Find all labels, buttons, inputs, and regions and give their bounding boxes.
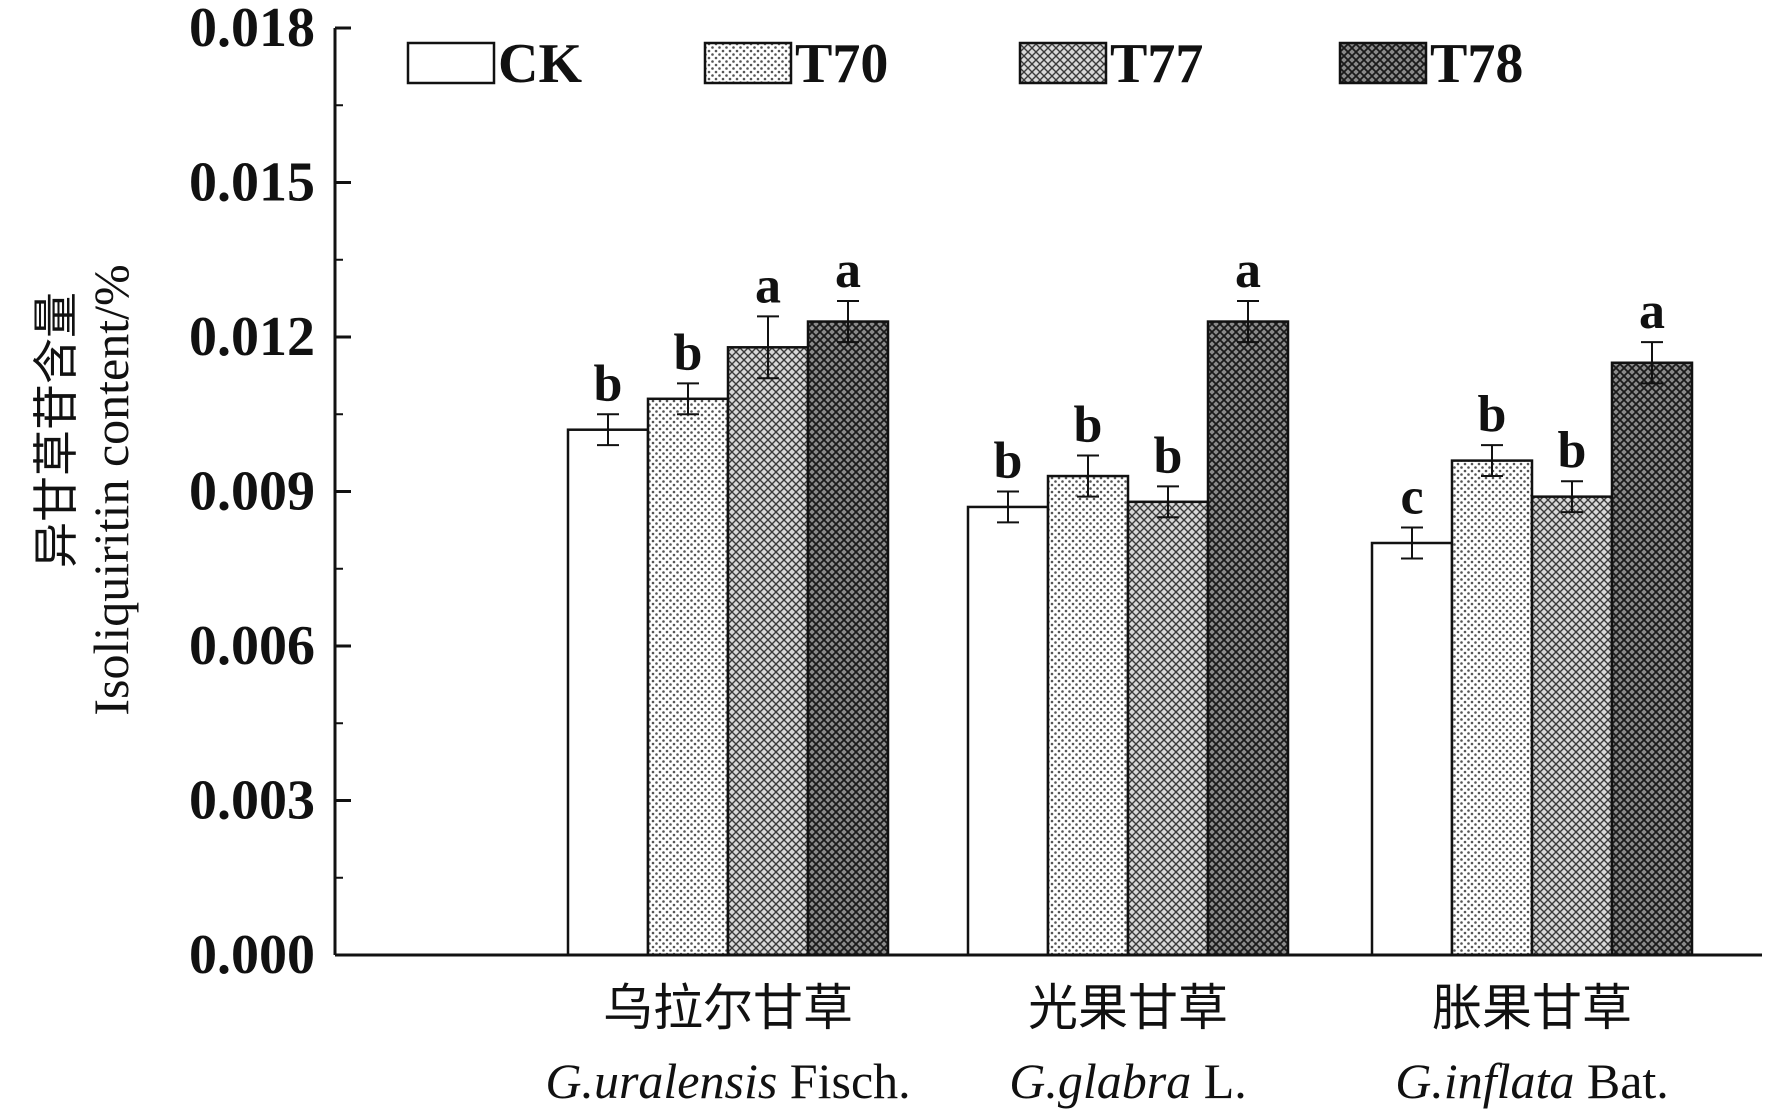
y-tick-label: 0.009 — [189, 461, 315, 523]
author-name: Fisch. — [777, 1053, 910, 1109]
legend: CK T70 T77 T78 — [406, 33, 1523, 95]
bar — [1530, 495, 1614, 957]
category-label-cn: 乌拉尔甘草 — [603, 979, 853, 1037]
axes-group: 0.000 0.003 0.006 0.009 0.012 0.015 0.018 — [189, 0, 1762, 986]
y-tick-label: 0.003 — [189, 770, 315, 832]
author-name: L. — [1191, 1053, 1247, 1109]
significance-label: a — [835, 242, 861, 299]
y-tick-label: 0.012 — [189, 306, 315, 368]
significance-label: b — [594, 355, 623, 412]
significance-label: b — [1154, 427, 1183, 484]
bar — [646, 397, 730, 957]
legend-label: T78 — [1430, 33, 1523, 95]
bar — [566, 428, 650, 957]
significance-label: b — [1074, 396, 1103, 453]
bar — [1206, 320, 1290, 957]
category-label-cn: 光果甘草 — [1028, 979, 1228, 1037]
y-tick-label: 0.000 — [189, 924, 315, 986]
legend-label: CK — [498, 33, 582, 95]
category-label-scientific: G.glabra L. — [1009, 1053, 1247, 1109]
bar — [1610, 361, 1694, 957]
y-tick-label: 0.006 — [189, 615, 315, 677]
legend-swatch — [1018, 41, 1108, 85]
legend-swatch — [703, 41, 793, 85]
y-tick-label: 0.015 — [189, 152, 315, 214]
legend-label: T77 — [1110, 33, 1203, 95]
bar — [1126, 500, 1210, 957]
genus-abbrev: G. — [545, 1053, 594, 1109]
bar — [1450, 459, 1534, 957]
y-axis-label-en-group: Isoliquiritin content/% — [83, 264, 139, 715]
y-tick-label: 0.018 — [189, 0, 315, 59]
bar — [966, 505, 1050, 957]
significance-label: a — [755, 257, 781, 314]
category-label-scientific: G.inflata Bat. — [1395, 1053, 1669, 1109]
y-axis-label: 异甘草苷含量 — [29, 292, 83, 568]
legend-swatch — [1338, 41, 1428, 85]
significance-label: b — [674, 324, 703, 381]
category-label-scientific: G.uralensis Fisch. — [545, 1053, 910, 1109]
bar — [1370, 541, 1454, 957]
significance-label: b — [1478, 386, 1507, 443]
bar — [806, 320, 890, 957]
y-axis-label-cn: 异甘草苷含量 — [29, 292, 83, 568]
author-name: Bat. — [1574, 1053, 1668, 1109]
significance-label: a — [1639, 283, 1665, 340]
species-name: uralensis — [594, 1053, 777, 1109]
species-name: inflata — [1444, 1053, 1575, 1109]
significance-label: c — [1400, 469, 1423, 526]
legend-label: T70 — [795, 33, 888, 95]
category-label-cn: 胀果甘草 — [1432, 979, 1632, 1037]
significance-label: b — [1558, 422, 1587, 479]
bar — [1046, 474, 1130, 957]
genus-abbrev: G. — [1009, 1053, 1058, 1109]
species-name: glabra — [1058, 1053, 1191, 1109]
bar — [726, 346, 810, 957]
significance-label: b — [994, 433, 1023, 490]
significance-label: a — [1235, 242, 1261, 299]
y-axis-label-en: Isoliquiritin content/% — [83, 264, 139, 715]
legend-swatch — [406, 41, 496, 85]
genus-abbrev: G. — [1395, 1053, 1444, 1109]
